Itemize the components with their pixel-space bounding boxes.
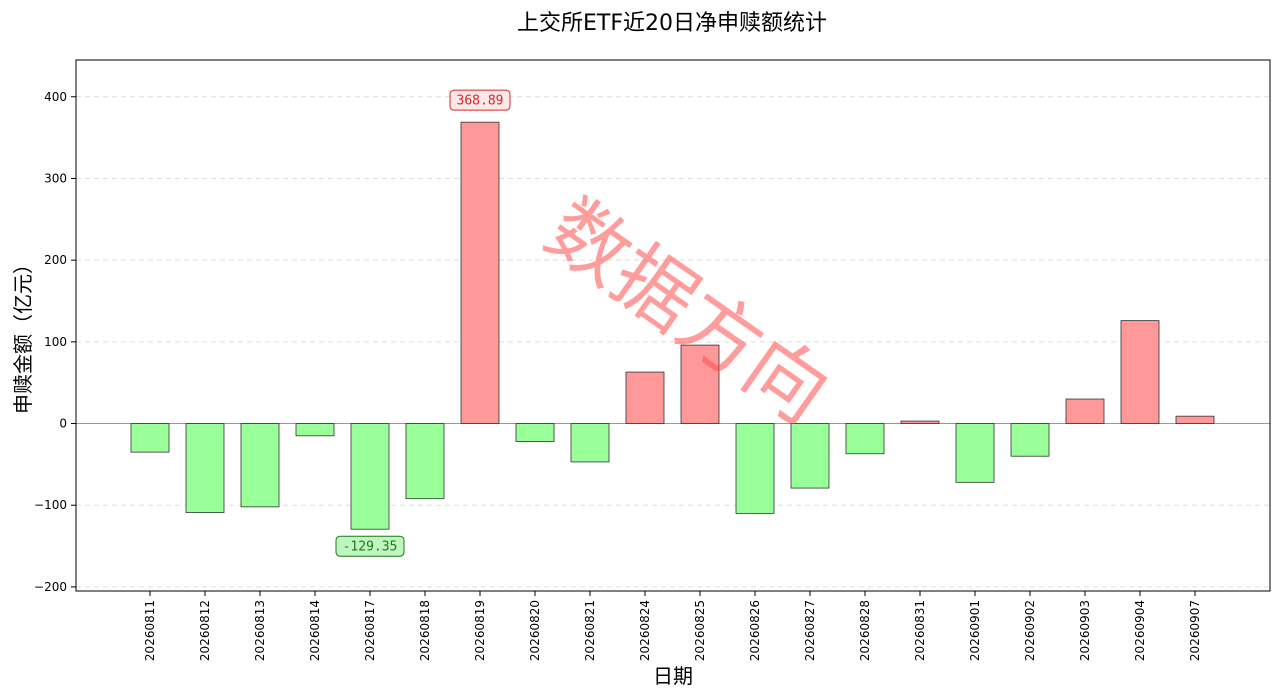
y-tick-label: 200 (44, 253, 67, 267)
bar-20260902 (1010, 423, 1050, 457)
bar-20260819 (460, 121, 500, 424)
x-tick-label: 20260901 (968, 600, 982, 661)
bar-20260818 (405, 423, 445, 500)
x-tick-label: 20260820 (528, 600, 542, 661)
bar-20260811 (130, 423, 170, 453)
bar-20260901 (955, 423, 995, 483)
annotations: 368.89 -129.35 (335, 89, 511, 557)
x-axis-ticks: 20260811 20260812 20260813 20260814 20260817… (143, 591, 1202, 661)
bar-20260903 (1065, 398, 1105, 424)
x-tick-label: 20260907 (1188, 600, 1202, 661)
bar-20260828 (845, 423, 885, 455)
y-tick-label: −200 (34, 580, 67, 594)
x-tick-label: 20260821 (583, 600, 597, 661)
bar-20260817 (350, 423, 390, 530)
x-axis-label: 日期 (653, 664, 693, 688)
y-tick-label: 300 (44, 171, 67, 185)
bar-20260831 (900, 420, 940, 424)
y-axis-label: 申赎金额（亿元） (11, 254, 35, 414)
bar-20260825 (680, 344, 720, 424)
y-tick-label: 100 (44, 335, 67, 349)
x-tick-label: 20260831 (913, 600, 927, 661)
x-tick-label: 20260903 (1078, 600, 1092, 661)
bar-20260826 (735, 423, 775, 514)
bar-20260813 (240, 423, 280, 508)
y-axis-ticks: −200 −100 0 100 200 300 400 (34, 90, 76, 594)
annotation-box (335, 535, 405, 557)
x-tick-label: 20260904 (1133, 600, 1147, 661)
chart-title: 上交所ETF近20日净申赎额统计 (517, 11, 827, 36)
bar-20260814 (295, 423, 335, 437)
annotation-text: 368.89 (457, 94, 504, 109)
x-tick-label: 20260902 (1023, 600, 1037, 661)
bar-20260812 (185, 423, 225, 513)
annotation-box (449, 89, 511, 111)
x-tick-label: 20260826 (748, 600, 762, 661)
bar-20260904 (1120, 320, 1160, 424)
bar-20260827 (790, 423, 830, 489)
bar-20260824 (625, 371, 665, 424)
x-tick-label: 20260824 (638, 600, 652, 661)
plot-frame (75, 59, 1271, 592)
x-tick-label: 20260814 (308, 600, 322, 661)
x-tick-label: 20260828 (858, 600, 872, 661)
y-tick-label: −100 (34, 498, 67, 512)
x-tick-label: 20260827 (803, 600, 817, 661)
bars (130, 121, 1215, 530)
bar-20260821 (570, 423, 610, 463)
annotation-20260817: -129.35 (335, 535, 405, 557)
x-tick-label: 20260817 (363, 600, 377, 661)
bar-20260907 (1175, 415, 1215, 424)
x-tick-label: 20260812 (198, 600, 212, 661)
x-tick-label: 20260811 (143, 600, 157, 661)
annotation-20260819: 368.89 (449, 89, 511, 111)
bar-20260820 (515, 423, 555, 442)
x-tick-label: 20260813 (253, 600, 267, 661)
annotation-text: -129.35 (343, 540, 398, 555)
y-tick-label: 400 (44, 90, 67, 104)
x-tick-label: 20260818 (418, 600, 432, 661)
y-tick-label: 0 (59, 417, 67, 431)
x-tick-label: 20260825 (693, 600, 707, 661)
x-tick-label: 20260819 (473, 600, 487, 661)
